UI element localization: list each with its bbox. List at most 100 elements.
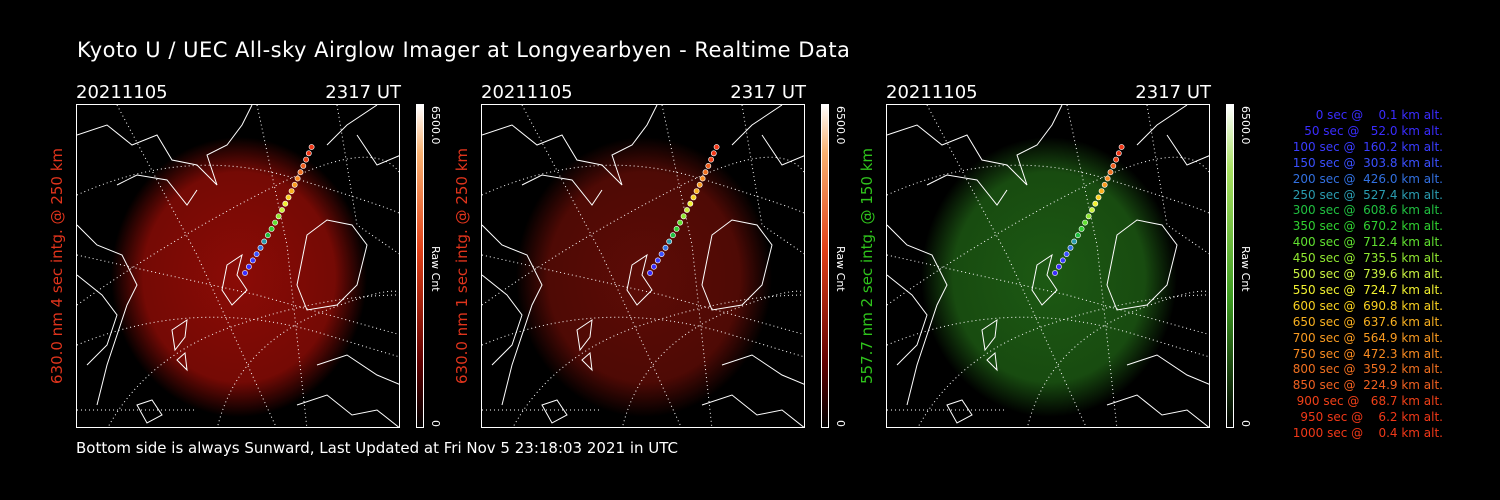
trajectory-point xyxy=(1101,181,1108,188)
colorbar-max-label: 6500.0 xyxy=(1239,106,1252,145)
panel-time: 2317 UT xyxy=(730,82,806,103)
trajectory-point xyxy=(699,175,706,182)
trajectory-point xyxy=(693,188,700,194)
legend-row: 600 sec @ 690.8 km alt. xyxy=(1292,298,1443,313)
trajectory-point xyxy=(272,219,278,226)
legend-row: 850 sec @ 224.9 km alt. xyxy=(1292,378,1443,393)
legend-row: 900 sec @ 68.7 km alt. xyxy=(1296,394,1443,409)
trajectory-point xyxy=(654,257,661,264)
trajectory-point xyxy=(658,251,665,257)
trajectory-point xyxy=(275,213,282,220)
trajectory-point xyxy=(702,169,709,176)
trajectory-point xyxy=(249,257,256,264)
panel-date: 20211105 xyxy=(481,82,573,103)
colorbar-min-label: 0 xyxy=(429,420,442,427)
coastline xyxy=(77,105,399,427)
trajectory-point xyxy=(1089,207,1095,213)
airglow-field xyxy=(111,137,367,417)
trajectory-point xyxy=(300,163,307,169)
trajectory-point xyxy=(647,270,653,276)
colorbar-min-label: 0 xyxy=(834,420,847,427)
trajectory-point xyxy=(253,251,260,257)
colorbar-unit-label: Raw Cnt xyxy=(1239,246,1252,292)
legend-row: 250 sec @ 527.4 km alt. xyxy=(1292,187,1443,202)
trajectory-point xyxy=(1067,244,1074,251)
allsky-image xyxy=(886,104,1210,428)
trajectory-point xyxy=(1110,163,1117,169)
coastline xyxy=(482,105,804,427)
trajectory-point xyxy=(245,263,252,270)
trajectory-point xyxy=(282,200,289,207)
trajectory-point xyxy=(1092,200,1099,207)
allsky-map xyxy=(482,105,804,427)
panel-630nm-1sec: 20211105 2317 UT 630.0 nm 1 sec intg. @ … xyxy=(453,80,881,432)
colorbar-unit-label: Raw Cnt xyxy=(834,246,847,292)
legend-row: 500 sec @ 739.6 km alt. xyxy=(1292,267,1443,281)
allsky-map xyxy=(887,105,1209,427)
trajectory-point xyxy=(680,213,687,220)
trajectory-point xyxy=(305,150,312,157)
colorbar xyxy=(821,104,829,428)
footer-status: Bottom side is always Sunward, Last Upda… xyxy=(76,439,678,457)
legend-row: 200 sec @ 426.0 km alt. xyxy=(1292,171,1443,186)
trajectory-point xyxy=(669,232,676,239)
trajectory-point xyxy=(1074,232,1081,239)
allsky-image xyxy=(481,104,805,428)
colorbar-max-label: 6500.0 xyxy=(834,106,847,145)
trajectory-point xyxy=(279,207,285,213)
trajectory-point xyxy=(684,207,690,213)
trajectory-point xyxy=(1085,213,1092,220)
trajectory-point xyxy=(1078,226,1085,232)
trajectory-point xyxy=(690,194,697,201)
trajectory-point xyxy=(297,169,304,176)
trajectory-point xyxy=(1095,194,1102,201)
graticule xyxy=(77,105,399,427)
trajectory-point xyxy=(242,270,248,276)
panel-date: 20211105 xyxy=(886,82,978,103)
trajectory-point xyxy=(257,244,264,251)
trajectory-point xyxy=(1052,270,1058,276)
legend-row: 350 sec @ 670.2 km alt. xyxy=(1292,219,1443,234)
trajectory-point xyxy=(1104,175,1111,182)
legend-row: 750 sec @ 472.3 km alt. xyxy=(1292,346,1443,361)
trajectory-point xyxy=(1071,238,1078,245)
trajectory-point xyxy=(285,194,292,201)
trajectory-point xyxy=(294,175,301,182)
graticule xyxy=(482,105,804,427)
trajectory-point xyxy=(264,232,271,239)
panel-time: 2317 UT xyxy=(325,82,401,103)
panel-557nm-2sec: 20211105 2317 UT 557.7 nm 2 sec intg. @ … xyxy=(858,80,1286,432)
trajectory-point xyxy=(1107,169,1114,176)
coastline xyxy=(887,105,1209,427)
trajectory-point xyxy=(708,156,714,163)
panel-ylabel: 630.0 nm 4 sec intg. @ 250 km xyxy=(48,147,66,385)
trajectory-point xyxy=(268,226,275,232)
trajectory-point xyxy=(1098,188,1105,194)
trajectory-point xyxy=(673,226,680,232)
legend-row: 300 sec @ 608.6 km alt. xyxy=(1292,203,1443,218)
colorbar-unit-label: Raw Cnt xyxy=(429,246,442,292)
graticule xyxy=(887,105,1209,427)
panel-630nm-4sec: 20211105 2317 UT 630.0 nm 4 sec intg. @ … xyxy=(48,80,476,432)
trajectory-point xyxy=(1059,257,1066,264)
trajectory-point xyxy=(666,238,673,245)
trajectory-point xyxy=(1055,263,1062,270)
legend-row: 1000 sec @ 0.4 km alt. xyxy=(1292,426,1443,440)
panel-ylabel: 557.7 nm 2 sec intg. @ 150 km xyxy=(858,147,876,385)
airglow-field xyxy=(516,137,772,417)
trajectory-point xyxy=(687,200,694,207)
allsky-map xyxy=(77,105,399,427)
legend-row: 100 sec @ 160.2 km alt. xyxy=(1292,139,1443,154)
legend-row: 550 sec @ 724.7 km alt. xyxy=(1292,282,1443,297)
airglow-field xyxy=(921,137,1177,417)
trajectory-point xyxy=(308,144,315,150)
panel-date: 20211105 xyxy=(76,82,168,103)
colorbar xyxy=(1226,104,1234,428)
trajectory-point xyxy=(303,156,309,163)
legend-row: 400 sec @ 712.4 km alt. xyxy=(1292,235,1443,250)
page-title: Kyoto U / UEC All-sky Airglow Imager at … xyxy=(77,38,851,62)
trajectory-point xyxy=(1115,150,1122,157)
colorbar-max-label: 6500.0 xyxy=(429,106,442,145)
trajectory-point xyxy=(662,244,669,251)
panel-ylabel: 630.0 nm 1 sec intg. @ 250 km xyxy=(453,147,471,385)
